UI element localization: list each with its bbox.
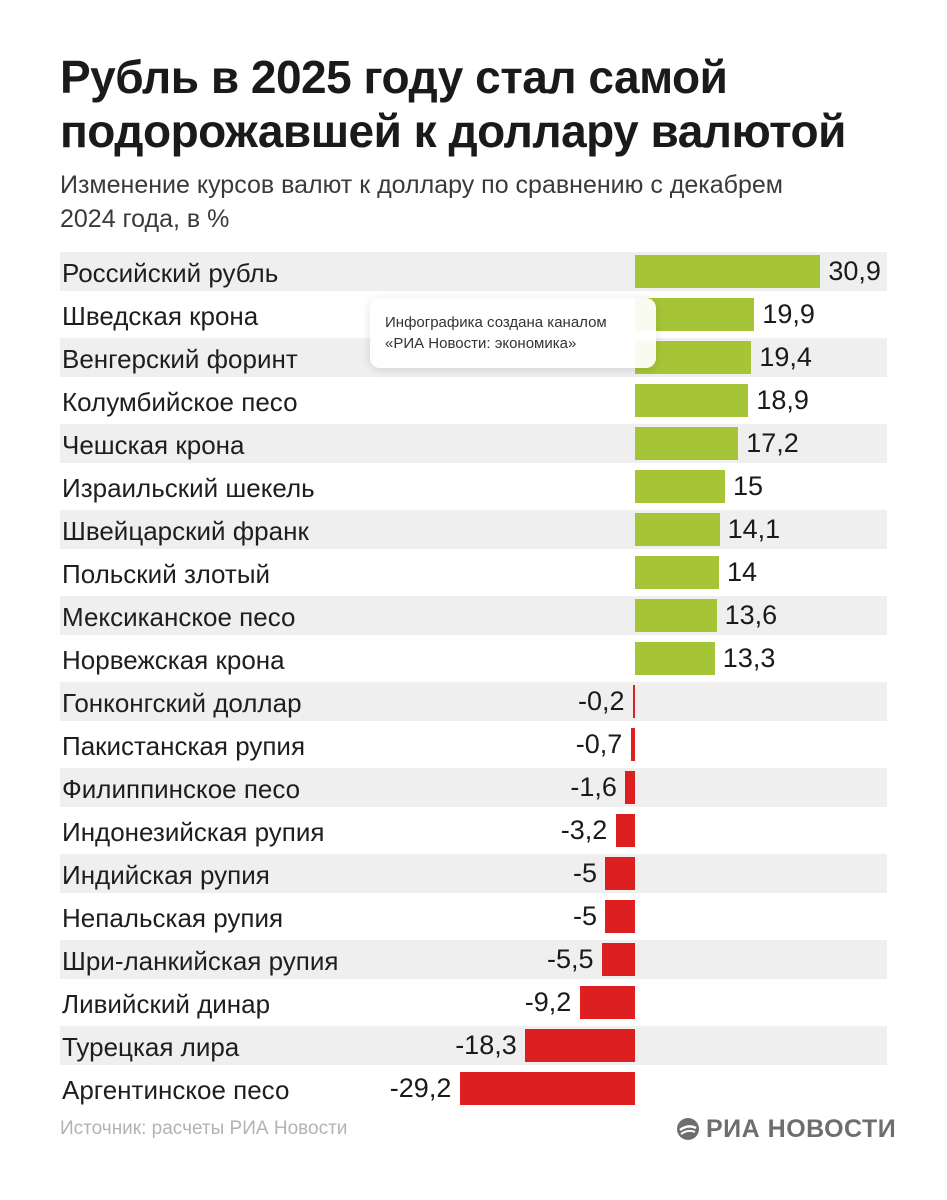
bar-row: Индийская рупия -5 <box>60 852 887 895</box>
bar <box>635 470 725 503</box>
value-label: 14,1 <box>727 514 781 544</box>
value-label: -5,5 <box>547 944 594 974</box>
row-background <box>60 424 887 463</box>
bar-row: Польский злотый 14 <box>60 551 887 594</box>
category-label: Пакистанская рупия <box>62 731 306 761</box>
category-label: Польский злотый <box>62 559 271 589</box>
value-label: -29,2 <box>389 1073 452 1103</box>
row-background <box>60 940 887 979</box>
bar-row: Аргентинское песо -29,2 <box>60 1067 887 1110</box>
category-label: Венгерский форинт <box>62 344 298 374</box>
bar <box>605 857 635 890</box>
value-label: -3,2 <box>560 815 608 845</box>
bar-row: Индонезийская рупия -3,2 <box>60 809 887 852</box>
source-note: Источник: расчеты РИА Новости <box>60 1118 348 1139</box>
category-label: Шведская крона <box>62 301 259 331</box>
bar <box>635 642 715 675</box>
bar-row: Шри-ланкийская рупия -5,5 <box>60 938 887 981</box>
bar-row: Чешская крона 17,2 <box>60 422 887 465</box>
bar <box>625 771 635 804</box>
value-label: 15 <box>733 471 764 501</box>
category-label: Шри-ланкийская рупия <box>62 946 339 976</box>
value-label: -5 <box>573 901 598 931</box>
watermark-tooltip: Инфографика создана каналом «РИА Новости… <box>370 298 656 368</box>
bar <box>635 255 821 288</box>
category-label: Норвежская крона <box>62 645 285 675</box>
bar <box>635 556 719 589</box>
chart-title: Рубль в 2025 году стал самой подорожавше… <box>60 51 846 157</box>
category-label: Ливийский динар <box>62 989 271 1019</box>
value-label: -5 <box>573 858 598 888</box>
value-label: 13,3 <box>722 643 776 673</box>
category-label: Мексиканское песо <box>62 602 296 632</box>
category-label: Филиппинское песо <box>62 774 301 804</box>
logo-text: РИА НОВОСТИ <box>706 1114 897 1143</box>
bar-row: Мексиканское песо 13,6 <box>60 594 887 637</box>
value-label: 14 <box>727 557 758 587</box>
tooltip-text: Инфографика создана каналом «РИА Новости… <box>385 314 607 352</box>
ria-logo-icon <box>677 1118 699 1140</box>
bar-row: Непальская рупия -5 <box>60 895 887 938</box>
category-label: Аргентинское песо <box>62 1075 290 1105</box>
value-label: -9,2 <box>524 987 572 1017</box>
value-label: 17,2 <box>746 428 799 458</box>
value-label: 30,9 <box>828 256 881 286</box>
value-label: 19,4 <box>759 342 812 372</box>
chart-subtitle: Изменение курсов валют к доллару по срав… <box>60 171 783 233</box>
bar-row: Норвежская крона 13,3 <box>60 637 887 680</box>
bar-row: Пакистанская рупия -0,7 <box>60 723 887 766</box>
category-label: Швейцарский франк <box>62 516 309 546</box>
category-label: Турецкая лира <box>62 1032 240 1062</box>
row-background <box>60 768 887 807</box>
bar-row: Швейцарский франк 14,1 <box>60 508 887 551</box>
bar-row: Гонконгский доллар -0,2 <box>60 680 887 723</box>
value-label: 19,9 <box>762 299 815 329</box>
value-label: -0,2 <box>578 686 625 716</box>
bar <box>633 685 635 718</box>
row-background <box>60 854 887 893</box>
category-label: Российский рубль <box>62 258 279 288</box>
category-label: Колумбийское песо <box>62 387 298 417</box>
bar <box>635 599 717 632</box>
bar <box>579 986 635 1019</box>
bar-chart: Российский рубль 30,9 Шведская крона 19,9 Ве… <box>60 250 887 1110</box>
value-label: 18,9 <box>756 385 809 415</box>
value-label: -1,6 <box>570 772 617 802</box>
value-label: -18,3 <box>455 1030 517 1060</box>
bar-row: Российский рубль 30,9 <box>60 250 887 293</box>
bar <box>459 1072 635 1105</box>
category-label: Чешская крона <box>62 430 245 460</box>
ria-logo: РИА НОВОСТИ <box>676 1112 896 1146</box>
value-label: 13,6 <box>724 600 778 630</box>
category-label: Непальская рупия <box>62 903 284 933</box>
category-label: Индонезийская рупия <box>62 817 325 847</box>
row-background <box>60 1026 887 1065</box>
bar <box>635 427 739 460</box>
row-background <box>60 596 887 635</box>
bar-row: Израильский шекель 15 <box>60 465 887 508</box>
bar-row: Филиппинское песо -1,6 <box>60 766 887 809</box>
bar <box>605 900 635 933</box>
row-background <box>60 510 887 549</box>
bar <box>630 728 635 761</box>
bar <box>602 943 635 976</box>
bar-row: Турецкая лира -18,3 <box>60 1024 887 1067</box>
category-label: Индийская рупия <box>62 860 270 890</box>
row-background <box>60 682 887 721</box>
bar <box>525 1029 635 1062</box>
bar <box>615 814 635 847</box>
category-label: Гонконгский доллар <box>62 688 302 718</box>
bar <box>635 513 720 546</box>
bar <box>635 384 749 417</box>
category-label: Израильский шекель <box>62 473 315 503</box>
bar-row: Колумбийское песо 18,9 <box>60 379 887 422</box>
value-label: -0,7 <box>575 729 623 759</box>
bar-row: Ливийский динар -9,2 <box>60 981 887 1024</box>
